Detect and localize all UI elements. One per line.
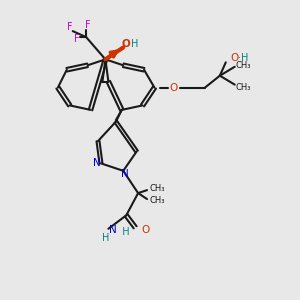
Text: CH₃: CH₃: [150, 196, 166, 205]
Text: CH₃: CH₃: [236, 83, 251, 92]
Text: H: H: [102, 233, 109, 243]
Text: F: F: [67, 22, 73, 32]
Text: O: O: [121, 40, 130, 50]
Text: F: F: [85, 20, 90, 30]
Text: N: N: [93, 158, 101, 168]
Text: N: N: [121, 169, 129, 179]
Text: N: N: [109, 225, 117, 235]
Text: CH₃: CH₃: [236, 61, 251, 70]
Text: F: F: [74, 34, 80, 44]
Text: CH₃: CH₃: [150, 184, 166, 193]
Text: O: O: [170, 82, 178, 93]
Text: O: O: [141, 225, 150, 235]
Text: ·H: ·H: [128, 40, 139, 50]
Text: H: H: [116, 227, 130, 237]
Text: O: O: [231, 53, 239, 63]
Text: ·H: ·H: [238, 53, 249, 63]
